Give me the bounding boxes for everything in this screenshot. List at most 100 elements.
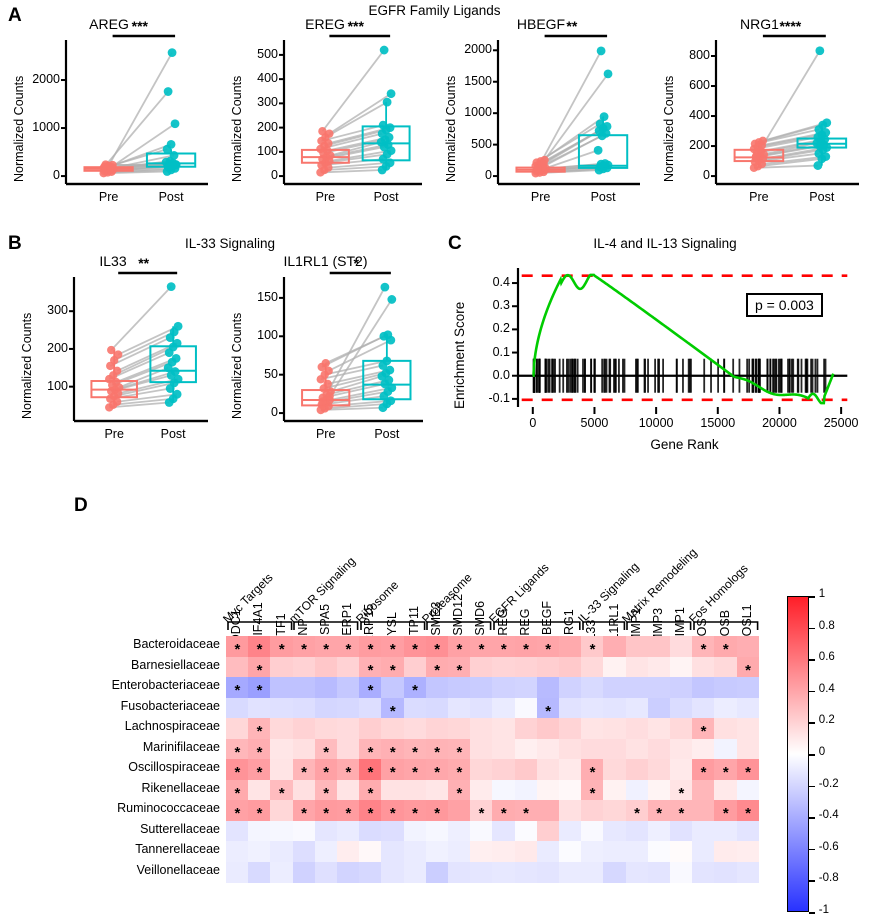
heatmap-cell[interactable]: * [381, 698, 404, 719]
heatmap-cell[interactable] [448, 698, 471, 719]
heatmap-cell[interactable] [737, 718, 760, 739]
heatmap-cell[interactable] [537, 862, 560, 883]
heatmap-cell[interactable] [692, 841, 715, 862]
heatmap-cell[interactable] [714, 718, 737, 739]
heatmap-cell[interactable] [692, 821, 715, 842]
heatmap-cell[interactable] [248, 780, 271, 801]
heatmap-cell[interactable] [492, 739, 515, 760]
heatmap-cell[interactable]: * [248, 677, 271, 698]
heatmap-cell[interactable]: * [448, 739, 471, 760]
heatmap-cell[interactable]: * [381, 739, 404, 760]
heatmap-cell[interactable]: * [692, 636, 715, 657]
heatmap-cell[interactable] [670, 821, 693, 842]
heatmap-cell[interactable] [692, 677, 715, 698]
heatmap-cell[interactable] [492, 780, 515, 801]
heatmap-cell[interactable] [692, 739, 715, 760]
heatmap-cell[interactable] [692, 698, 715, 719]
heatmap-cell[interactable]: * [714, 636, 737, 657]
heatmap-cell[interactable] [670, 739, 693, 760]
heatmap-cell[interactable] [515, 821, 538, 842]
heatmap-cell[interactable]: * [515, 800, 538, 821]
heatmap-cell[interactable] [515, 698, 538, 719]
heatmap-cell[interactable]: * [381, 657, 404, 678]
heatmap-cell[interactable] [626, 759, 649, 780]
heatmap-cell[interactable]: * [248, 718, 271, 739]
heatmap-cell[interactable] [270, 821, 293, 842]
heatmap-cell[interactable] [626, 821, 649, 842]
heatmap-cell[interactable] [537, 821, 560, 842]
heatmap-cell[interactable] [626, 636, 649, 657]
heatmap-cell[interactable] [648, 821, 671, 842]
heatmap-cell[interactable] [381, 780, 404, 801]
heatmap-cell[interactable] [448, 677, 471, 698]
heatmap-cell[interactable] [404, 718, 427, 739]
heatmap-cell[interactable] [515, 841, 538, 862]
heatmap-cell[interactable]: * [248, 657, 271, 678]
heatmap-cell[interactable] [603, 698, 626, 719]
heatmap-cell[interactable]: * [315, 739, 338, 760]
heatmap-cell[interactable] [670, 636, 693, 657]
heatmap-cell[interactable] [737, 862, 760, 883]
heatmap-cell[interactable] [426, 698, 449, 719]
heatmap-cell[interactable] [559, 698, 582, 719]
heatmap-cell[interactable] [359, 718, 382, 739]
heatmap-cell[interactable] [492, 657, 515, 678]
heatmap-cell[interactable]: * [248, 636, 271, 657]
heatmap-cell[interactable] [293, 821, 316, 842]
heatmap-cell[interactable]: * [692, 759, 715, 780]
heatmap-cell[interactable] [626, 862, 649, 883]
heatmap-cell[interactable] [448, 718, 471, 739]
heatmap-cell[interactable] [648, 636, 671, 657]
heatmap-cell[interactable] [315, 821, 338, 842]
heatmap-cell[interactable] [603, 821, 626, 842]
heatmap-cell[interactable]: * [537, 698, 560, 719]
heatmap-cell[interactable] [559, 821, 582, 842]
heatmap-cell[interactable] [315, 862, 338, 883]
heatmap-cell[interactable]: * [359, 800, 382, 821]
heatmap-cell[interactable] [492, 718, 515, 739]
heatmap-cell[interactable] [559, 800, 582, 821]
heatmap-cell[interactable] [270, 677, 293, 698]
heatmap-cell[interactable] [270, 841, 293, 862]
heatmap-cell[interactable] [603, 636, 626, 657]
heatmap-cell[interactable] [648, 739, 671, 760]
heatmap-cell[interactable] [559, 739, 582, 760]
heatmap-cell[interactable]: * [426, 739, 449, 760]
heatmap-cell[interactable] [737, 739, 760, 760]
heatmap-cell[interactable] [315, 657, 338, 678]
heatmap-cell[interactable] [293, 718, 316, 739]
heatmap-cell[interactable] [470, 821, 493, 842]
heatmap-cell[interactable] [426, 718, 449, 739]
heatmap-cell[interactable]: * [581, 636, 604, 657]
heatmap-cell[interactable] [626, 677, 649, 698]
heatmap-cell[interactable] [381, 862, 404, 883]
heatmap-cell[interactable]: * [692, 718, 715, 739]
heatmap-cell[interactable]: * [515, 636, 538, 657]
heatmap-cell[interactable]: * [248, 739, 271, 760]
heatmap-cell[interactable] [470, 739, 493, 760]
heatmap-cell[interactable] [492, 862, 515, 883]
heatmap-cell[interactable]: * [359, 739, 382, 760]
heatmap-cell[interactable]: * [359, 636, 382, 657]
heatmap-cell[interactable]: * [293, 636, 316, 657]
heatmap-cell[interactable]: * [248, 759, 271, 780]
heatmap-cell[interactable] [626, 698, 649, 719]
heatmap-cell[interactable] [426, 821, 449, 842]
heatmap-cell[interactable] [603, 780, 626, 801]
heatmap-cell[interactable]: * [426, 657, 449, 678]
heatmap-cell[interactable]: * [381, 800, 404, 821]
heatmap-cell[interactable] [226, 718, 249, 739]
heatmap-cell[interactable] [448, 800, 471, 821]
heatmap-cell[interactable] [270, 657, 293, 678]
heatmap-cell[interactable]: * [270, 780, 293, 801]
heatmap-cell[interactable]: * [359, 759, 382, 780]
heatmap-cell[interactable]: * [226, 800, 249, 821]
heatmap-cell[interactable]: * [714, 759, 737, 780]
heatmap-cell[interactable] [448, 821, 471, 842]
heatmap-cell[interactable] [226, 657, 249, 678]
heatmap-cell[interactable]: * [448, 657, 471, 678]
heatmap-cell[interactable] [714, 739, 737, 760]
heatmap-cell[interactable]: * [293, 759, 316, 780]
heatmap-cell[interactable] [404, 821, 427, 842]
heatmap-cell[interactable] [515, 739, 538, 760]
